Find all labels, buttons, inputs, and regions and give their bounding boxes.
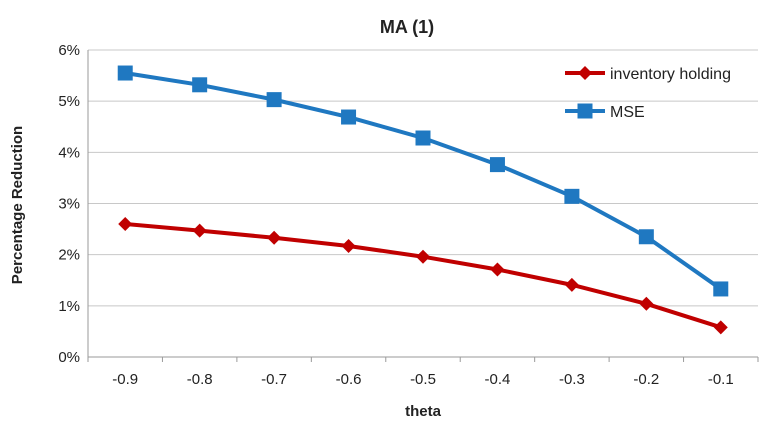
x-tick-label: -0.9 [112,371,138,388]
legend: inventory holding MSE [565,66,731,121]
data-point-inventory-holding [564,277,579,292]
series-inventory-holding [118,216,728,335]
x-tick-labels: -0.9 -0.8 -0.7 -0.6 -0.5 -0.4 -0.3 -0.2 -0.1 [87,357,759,388]
legend-item-inventory-holding: inventory holding [565,66,731,83]
legend-label: inventory holding [610,66,731,83]
data-point-mse [713,281,729,297]
x-tick-label: -0.5 [410,371,436,388]
series-mse [117,65,729,297]
data-point-mse [192,77,208,93]
y-tick-label: 1% [58,298,80,315]
series-lines [117,65,729,335]
data-point-mse [415,130,431,146]
data-point-mse [341,109,357,125]
legend-label: MSE [610,104,645,121]
data-point-inventory-holding [267,230,282,245]
legend-marker [578,66,592,80]
chart-title: MA (1) [380,17,434,37]
x-tick-label: -0.8 [187,371,213,388]
x-axis-title: theta [405,403,441,420]
y-tick-label: 4% [58,144,80,161]
y-tick-label: 0% [58,349,80,366]
data-point-mse [489,157,505,173]
data-point-inventory-holding [416,249,430,264]
data-point-inventory-holding [118,216,133,231]
x-tick-label: -0.2 [633,371,659,388]
gridlines [87,49,758,358]
x-tick-label: -0.6 [336,371,362,388]
x-tick-label: -0.1 [708,371,734,388]
x-tick-label: -0.3 [559,371,585,388]
data-point-inventory-holding [490,262,505,277]
y-tick-label: 3% [58,196,80,213]
y-tick-label: 6% [58,42,80,59]
y-tick-labels: 0% 1% 2% 3% 4% 5% 6% [58,42,80,366]
x-tick-label: -0.4 [485,371,511,388]
y-tick-label: 2% [58,247,80,264]
legend-marker [577,103,593,119]
y-axis-title: Percentage Reduction [9,126,26,284]
series-line-inventory-holding [125,221,722,330]
data-point-inventory-holding [713,320,728,335]
legend-item-mse: MSE [565,103,645,121]
x-tick-label: -0.7 [261,371,287,388]
data-point-inventory-holding [192,223,207,238]
data-point-mse [117,65,133,81]
data-point-inventory-holding [639,296,654,311]
data-point-inventory-holding [341,238,356,253]
data-point-mse [266,92,282,108]
data-point-mse [638,229,654,245]
y-tick-label: 5% [58,93,80,110]
data-point-mse [564,188,580,204]
